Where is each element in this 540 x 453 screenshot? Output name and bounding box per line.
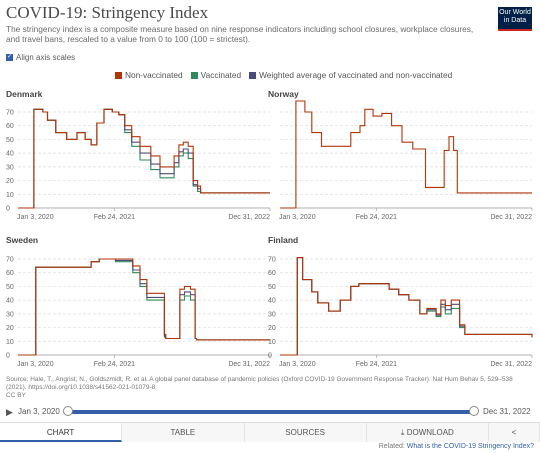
chart-title: COVID-19: Stringency Index	[6, 3, 209, 22]
x-tick-label: Dec 31, 2022	[228, 361, 270, 368]
series-line-non-vaccinated	[280, 100, 532, 209]
x-tick-label: Dec 31, 2022	[490, 361, 532, 368]
timeline-end-handle[interactable]	[469, 406, 479, 416]
y-tick-label: 0	[6, 206, 10, 213]
y-tick-label: 70	[268, 257, 276, 264]
series-line-vaccinated	[280, 257, 533, 356]
tab-sources[interactable]: SOURCES	[245, 423, 367, 442]
x-tick-label: Jan 3, 2020	[279, 214, 316, 221]
download-label: DOWNLOAD	[406, 428, 454, 437]
y-tick-label: 50	[6, 137, 14, 144]
source-line-1: Source: Hale, T., Angrist, N., Goldszmid…	[6, 376, 513, 383]
legend-swatch	[190, 71, 198, 79]
x-tick-label: Jan 3, 2020	[279, 361, 316, 368]
x-tick-label: Feb 24, 2021	[356, 214, 397, 221]
chart-panel-sweden: Sweden 0 10 20 30 40 50 60 70 Jan 3, 2020 Feb 24, …	[6, 235, 271, 368]
align-axis-label: Align axis scales	[16, 53, 76, 62]
source-note: Source: Hale, T., Angrist, N., Goldszmid…	[6, 376, 526, 400]
timeline-start-label: Jan 3, 2020	[18, 407, 60, 416]
y-tick-label: 60	[6, 123, 14, 130]
chart-subtitle: The stringency index is a composite meas…	[6, 24, 474, 44]
series-line-non-vaccinated	[18, 108, 270, 209]
legend-item-vaccinated[interactable]: Vaccinated	[190, 70, 242, 80]
logo-line-1: Our World	[499, 9, 531, 16]
related-link-row: Related: What is the COVID-19 Stringency…	[379, 443, 534, 450]
y-tick-label: 70	[6, 257, 14, 264]
y-tick-label: 50	[6, 284, 14, 291]
related-link[interactable]: What is the COVID-19 Stringency Index?	[406, 443, 534, 450]
y-tick-label: 40	[6, 151, 14, 158]
y-tick-label: 10	[6, 339, 14, 346]
legend-swatch	[249, 71, 257, 79]
x-tick-label: Feb 24, 2021	[94, 361, 135, 368]
y-tick-label: 70	[6, 110, 14, 117]
legend-item-weighted[interactable]: Weighted average of vaccinated and non-v…	[249, 70, 452, 80]
share-button[interactable]: <	[489, 423, 540, 442]
x-tick-label: Dec 31, 2022	[490, 214, 532, 221]
chart-panel-denmark: Denmark 0 10 20 30 40 50 60 70 Jan 3, 2020 Feb 24,…	[6, 89, 271, 221]
series-line-non-vaccinated	[18, 258, 270, 356]
source-line-2[interactable]: (2021). https://doi.org/10.1038/s41562-0…	[6, 384, 156, 391]
tab-download[interactable]: ⤓ DOWNLOAD	[367, 423, 489, 442]
legend: Non-vaccinated Vaccinated Weighted avera…	[115, 70, 452, 80]
y-tick-label: 20	[6, 178, 14, 185]
x-tick-label: Dec 31, 2022	[228, 214, 270, 221]
share-icon: <	[511, 428, 517, 437]
small-multiples-charts: Denmark 0 10 20 30 40 50 60 70 Jan 3, 2020 Feb 24,…	[6, 89, 533, 368]
play-icon[interactable]: ▶	[6, 407, 13, 417]
y-tick-label: 60	[6, 270, 14, 277]
y-tick-label: 60	[268, 270, 276, 277]
tab-table[interactable]: TABLE	[122, 423, 245, 442]
y-tick-label: 0	[6, 353, 10, 360]
panel-title: Sweden	[6, 235, 38, 245]
y-tick-label: 30	[6, 164, 14, 171]
tab-bar: CHART TABLE SOURCES ⤓ DOWNLOAD <	[0, 422, 540, 442]
chart-panel-norway: Norway Jan 3, 2020 Feb 24, 2021 Dec 31, 202…	[268, 89, 533, 221]
chart-panel-finland: Finland 0 10 20 30 40 50 60 70 Jan 3, 2020 Feb 24,…	[268, 235, 533, 368]
tab-chart[interactable]: CHART	[0, 423, 123, 442]
y-tick-label: 40	[268, 298, 276, 305]
download-icon: ⤓	[400, 428, 407, 437]
y-tick-label: 50	[268, 284, 276, 291]
timeline-end-label: Dec 31, 2022	[483, 407, 531, 416]
logo-line-2: in Data	[503, 17, 527, 24]
timeline-start-handle[interactable]	[63, 406, 73, 416]
series-line-non-vaccinated	[280, 257, 533, 356]
x-tick-label: Feb 24, 2021	[94, 214, 135, 221]
legend-label: Weighted average of vaccinated and non-v…	[259, 70, 453, 80]
y-tick-label: 0	[268, 353, 272, 360]
y-tick-label: 10	[6, 192, 14, 199]
panel-title: Denmark	[6, 89, 43, 99]
y-tick-label: 20	[268, 325, 276, 332]
checkbox-icon[interactable]: ✓	[6, 54, 13, 61]
y-tick-label: 30	[6, 311, 14, 318]
related-prefix: Related:	[378, 443, 405, 450]
series-line-weighted-average	[280, 257, 533, 356]
timeline: ▶ Jan 3, 2020 Dec 31, 2022	[0, 403, 540, 421]
y-tick-label: 40	[6, 298, 14, 305]
legend-swatch	[115, 71, 122, 79]
legend-item-non-vaccinated[interactable]: Non-vaccinated	[115, 70, 183, 80]
x-tick-label: Feb 24, 2021	[356, 361, 397, 368]
series-line-weighted-average	[18, 258, 270, 356]
owid-logo[interactable]: Our World in Data	[498, 7, 532, 31]
y-tick-label: 10	[268, 339, 276, 346]
x-tick-label: Jan 3, 2020	[17, 214, 54, 221]
source-line-3: CC BY	[6, 392, 26, 399]
legend-label: Vaccinated	[200, 70, 242, 80]
timeline-track[interactable]	[68, 410, 474, 414]
x-tick-label: Jan 3, 2020	[17, 361, 54, 368]
legend-label: Non-vaccinated	[125, 70, 183, 80]
align-axis-toggle[interactable]: ✓ Align axis scales	[6, 53, 75, 62]
series-line-vaccinated	[18, 258, 270, 356]
y-tick-label: 30	[268, 311, 276, 318]
panel-title: Norway	[268, 89, 299, 99]
panel-title: Finland	[268, 235, 298, 245]
y-tick-label: 20	[6, 325, 14, 332]
